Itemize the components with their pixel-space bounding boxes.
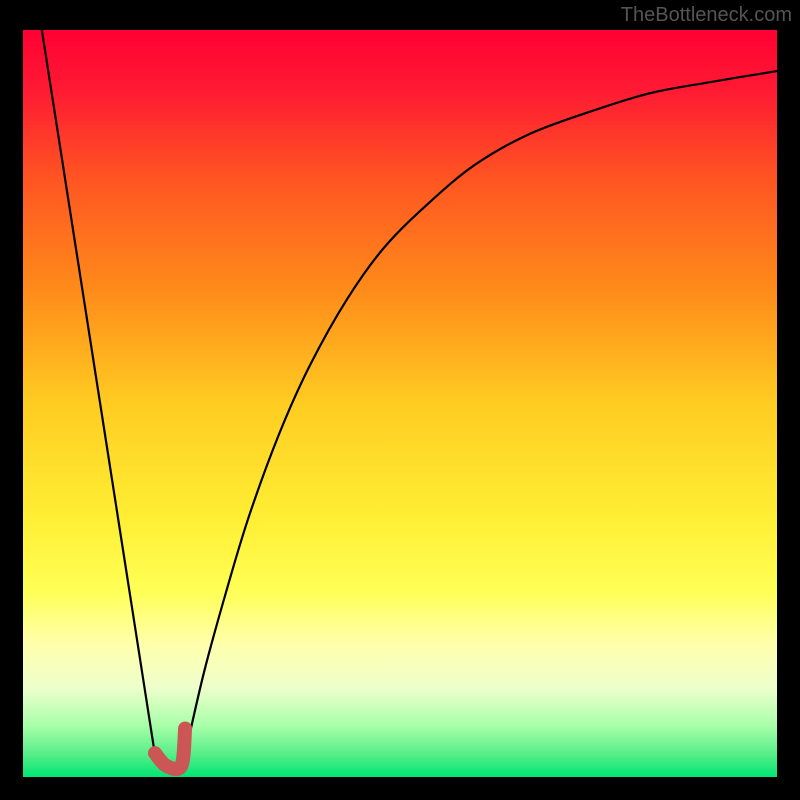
chart-container: TheBottleneck.com <box>0 0 800 800</box>
bottleneck-chart <box>0 0 800 800</box>
watermark-text: TheBottleneck.com <box>621 4 792 27</box>
